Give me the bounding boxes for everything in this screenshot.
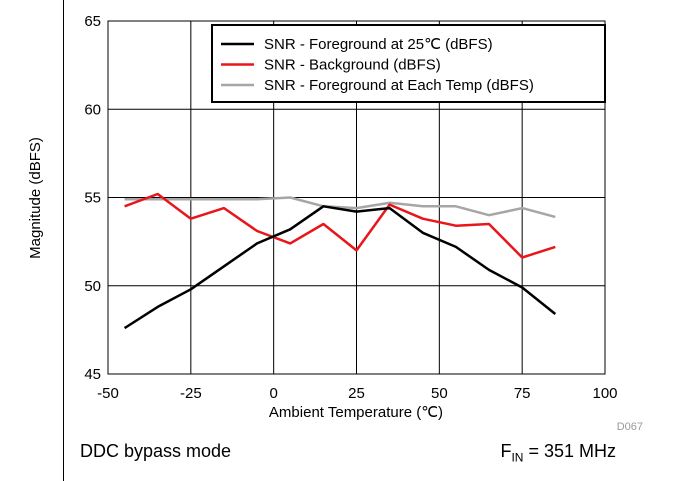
x-tick-label: 0 bbox=[269, 385, 277, 402]
x-tick-label: 50 bbox=[431, 385, 448, 402]
legend-label: SNR - Background (dBFS) bbox=[264, 57, 441, 74]
plot-border bbox=[107, 20, 606, 375]
legend: SNR - Foreground at 25℃ (dBFS) SNR - Back… bbox=[211, 24, 606, 103]
legend-label: SNR - Foreground at Each Temp (dBFS) bbox=[264, 77, 534, 94]
legend-label: SNR - Foreground at 25℃ (dBFS) bbox=[264, 36, 493, 53]
x-tick-label: -25 bbox=[180, 385, 202, 402]
y-tick-label: 45 bbox=[84, 366, 101, 383]
series-line bbox=[124, 196, 556, 219]
y-tick-labels: 45 50 55 60 65 bbox=[84, 13, 101, 383]
fin-subscript: IN bbox=[511, 450, 524, 465]
legend-box bbox=[211, 24, 606, 103]
y-tick-label: 65 bbox=[84, 13, 101, 30]
y-axis-title: Magnitude (dBFS) bbox=[27, 137, 44, 259]
footnote-input-frequency: FIN = 351 MHz bbox=[500, 441, 616, 465]
x-tick-label: 100 bbox=[592, 385, 617, 402]
x-tick-label: 75 bbox=[514, 385, 531, 402]
x-tick-label: -50 bbox=[97, 385, 119, 402]
y-tick-label: 55 bbox=[84, 190, 101, 207]
fin-prefix: F bbox=[500, 441, 512, 461]
fin-suffix: = 351 MHz bbox=[523, 441, 616, 461]
series-line bbox=[123, 205, 557, 330]
x-axis-title: Ambient Temperature (℃) bbox=[269, 404, 443, 421]
footnote-mode: DDC bypass mode bbox=[80, 441, 232, 461]
series-line bbox=[124, 192, 556, 259]
x-tick-label: 25 bbox=[348, 385, 365, 402]
x-tick-labels: -50 -25 0 25 50 75 100 bbox=[97, 385, 617, 402]
y-tick-label: 60 bbox=[84, 101, 101, 118]
figure-id: D067 bbox=[617, 421, 643, 433]
y-tick-label: 50 bbox=[84, 278, 101, 295]
left-frame-line bbox=[63, 0, 64, 481]
series-lines bbox=[123, 192, 557, 330]
